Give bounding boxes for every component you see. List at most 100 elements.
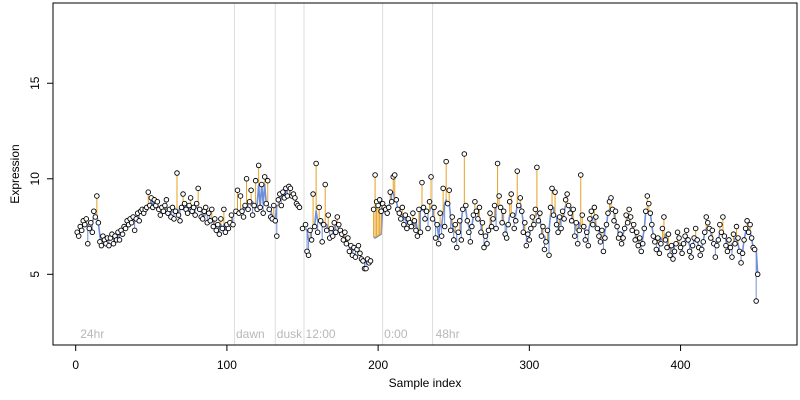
data-point	[621, 225, 628, 232]
data-point	[578, 172, 584, 178]
annotation-layer: 24hr dawn dusk 12:00 0:00 48hr	[80, 327, 459, 341]
data-point	[646, 200, 652, 207]
data-point	[454, 244, 460, 251]
data-point	[257, 204, 263, 211]
data-point	[685, 237, 691, 243]
data-point	[490, 216, 496, 222]
data-point	[396, 210, 403, 216]
data-point	[119, 231, 126, 237]
data-point	[476, 204, 483, 211]
data-point	[753, 298, 759, 304]
data-point	[193, 200, 200, 207]
data-point	[564, 191, 570, 197]
data-point	[438, 233, 445, 239]
data-point	[571, 233, 578, 239]
data-point	[455, 229, 462, 236]
data-point	[419, 179, 425, 186]
data-point	[263, 200, 269, 207]
data-point	[385, 204, 392, 211]
data-point	[82, 221, 88, 228]
data-point	[255, 162, 262, 169]
data-point	[431, 204, 437, 211]
data-point	[252, 177, 259, 184]
data-point	[594, 225, 601, 232]
data-point	[248, 187, 254, 193]
data-point	[493, 225, 499, 232]
data-point	[195, 185, 201, 192]
data-point	[484, 240, 490, 247]
data-point	[92, 214, 99, 220]
data-point	[85, 240, 91, 247]
data-point	[328, 225, 334, 232]
data-point	[174, 170, 180, 176]
data-point	[591, 204, 598, 211]
data-point	[700, 239, 706, 245]
data-point	[243, 176, 250, 182]
data-point	[280, 189, 286, 195]
data-point	[447, 227, 454, 234]
data-point	[538, 233, 545, 239]
data-point	[686, 248, 693, 255]
data-point	[376, 197, 383, 203]
data-point	[744, 218, 750, 224]
time-annotation: 0:00	[384, 327, 408, 341]
data-point	[534, 164, 540, 171]
data-point	[466, 229, 472, 236]
data-point	[355, 242, 362, 249]
data-point	[550, 212, 557, 218]
data-point	[110, 240, 117, 247]
data-point	[163, 197, 170, 203]
data-point	[523, 242, 530, 249]
data-point	[581, 223, 587, 230]
data-point	[667, 252, 673, 258]
data-point	[225, 225, 232, 232]
x-tick-label: 400	[671, 358, 691, 372]
x-tick-label: 300	[519, 358, 539, 372]
data-point	[398, 216, 404, 222]
data-point	[408, 223, 415, 230]
data-point	[714, 242, 720, 249]
data-point	[600, 248, 607, 255]
data-point	[435, 240, 442, 247]
data-point	[215, 221, 221, 228]
data-point	[668, 242, 675, 249]
data-point	[360, 258, 366, 264]
data-point	[597, 239, 604, 245]
data-point	[531, 221, 537, 228]
data-point	[342, 229, 348, 236]
data-point	[540, 223, 546, 230]
data-point	[543, 239, 549, 245]
data-point	[623, 212, 629, 218]
data-point	[652, 239, 658, 245]
data-point	[228, 212, 235, 218]
data-point	[702, 229, 708, 236]
data-point	[91, 208, 97, 215]
data-point	[608, 195, 614, 201]
data-point	[611, 218, 617, 224]
data-point	[331, 219, 338, 226]
data-point	[469, 223, 475, 230]
data-point	[237, 193, 244, 199]
data-point	[520, 229, 527, 236]
data-point	[670, 256, 676, 262]
data-point	[219, 225, 226, 232]
data-point	[234, 187, 241, 193]
data-point	[345, 235, 351, 241]
data-point	[650, 233, 657, 239]
data-point	[570, 206, 576, 213]
data-point	[717, 221, 723, 228]
data-point	[754, 271, 761, 278]
data-point	[169, 204, 176, 211]
data-point	[567, 210, 573, 216]
data-point	[399, 204, 406, 211]
data-point	[680, 240, 687, 247]
data-point	[511, 225, 517, 232]
data-point	[472, 198, 478, 205]
data-point	[346, 248, 353, 255]
data-point	[576, 227, 582, 234]
data-point	[352, 254, 359, 260]
data-point	[310, 191, 316, 197]
data-point	[519, 208, 525, 215]
data-point	[420, 204, 427, 211]
data-point	[449, 214, 455, 220]
